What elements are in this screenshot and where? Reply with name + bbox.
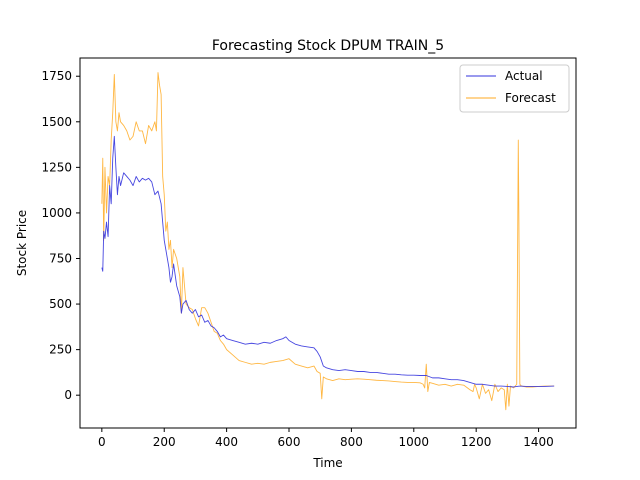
x-tick-label: 400 [215,435,238,449]
x-tick-label: 200 [153,435,176,449]
x-tick-label: 0 [98,435,106,449]
x-axis-label: Time [312,456,342,470]
y-tick-label: 1750 [41,69,72,83]
series-layer [101,72,555,411]
x-tick-label: 800 [340,435,363,449]
y-tick-label: 500 [49,297,72,311]
y-tick-label: 0 [64,388,72,402]
x-axis: 0 200 400 600 800 1000 1200 1400 [98,428,554,449]
y-tick-label: 1250 [41,160,72,174]
legend: Actual Forecast [459,64,570,113]
legend-box [459,64,570,113]
y-axis-label: Stock Price [15,210,29,276]
y-tick-label: 750 [49,251,72,265]
y-axis: 0 250 500 750 1000 1250 1500 1750 [41,69,80,402]
y-tick-label: 250 [49,343,72,357]
x-tick-label: 1400 [523,435,554,449]
y-tick-label: 1500 [41,115,72,129]
chart-title: Forecasting Stock DPUM TRAIN_5 [212,38,444,54]
x-tick-label: 1000 [399,435,430,449]
plot-frame [79,57,577,429]
legend-label-forecast: Forecast [505,91,556,105]
y-tick-label: 1000 [41,206,72,220]
x-tick-label: 1200 [461,435,492,449]
series-line-actual [101,135,555,388]
series-line-forecast [101,72,555,411]
x-tick-label: 600 [278,435,301,449]
legend-label-actual: Actual [505,69,543,83]
